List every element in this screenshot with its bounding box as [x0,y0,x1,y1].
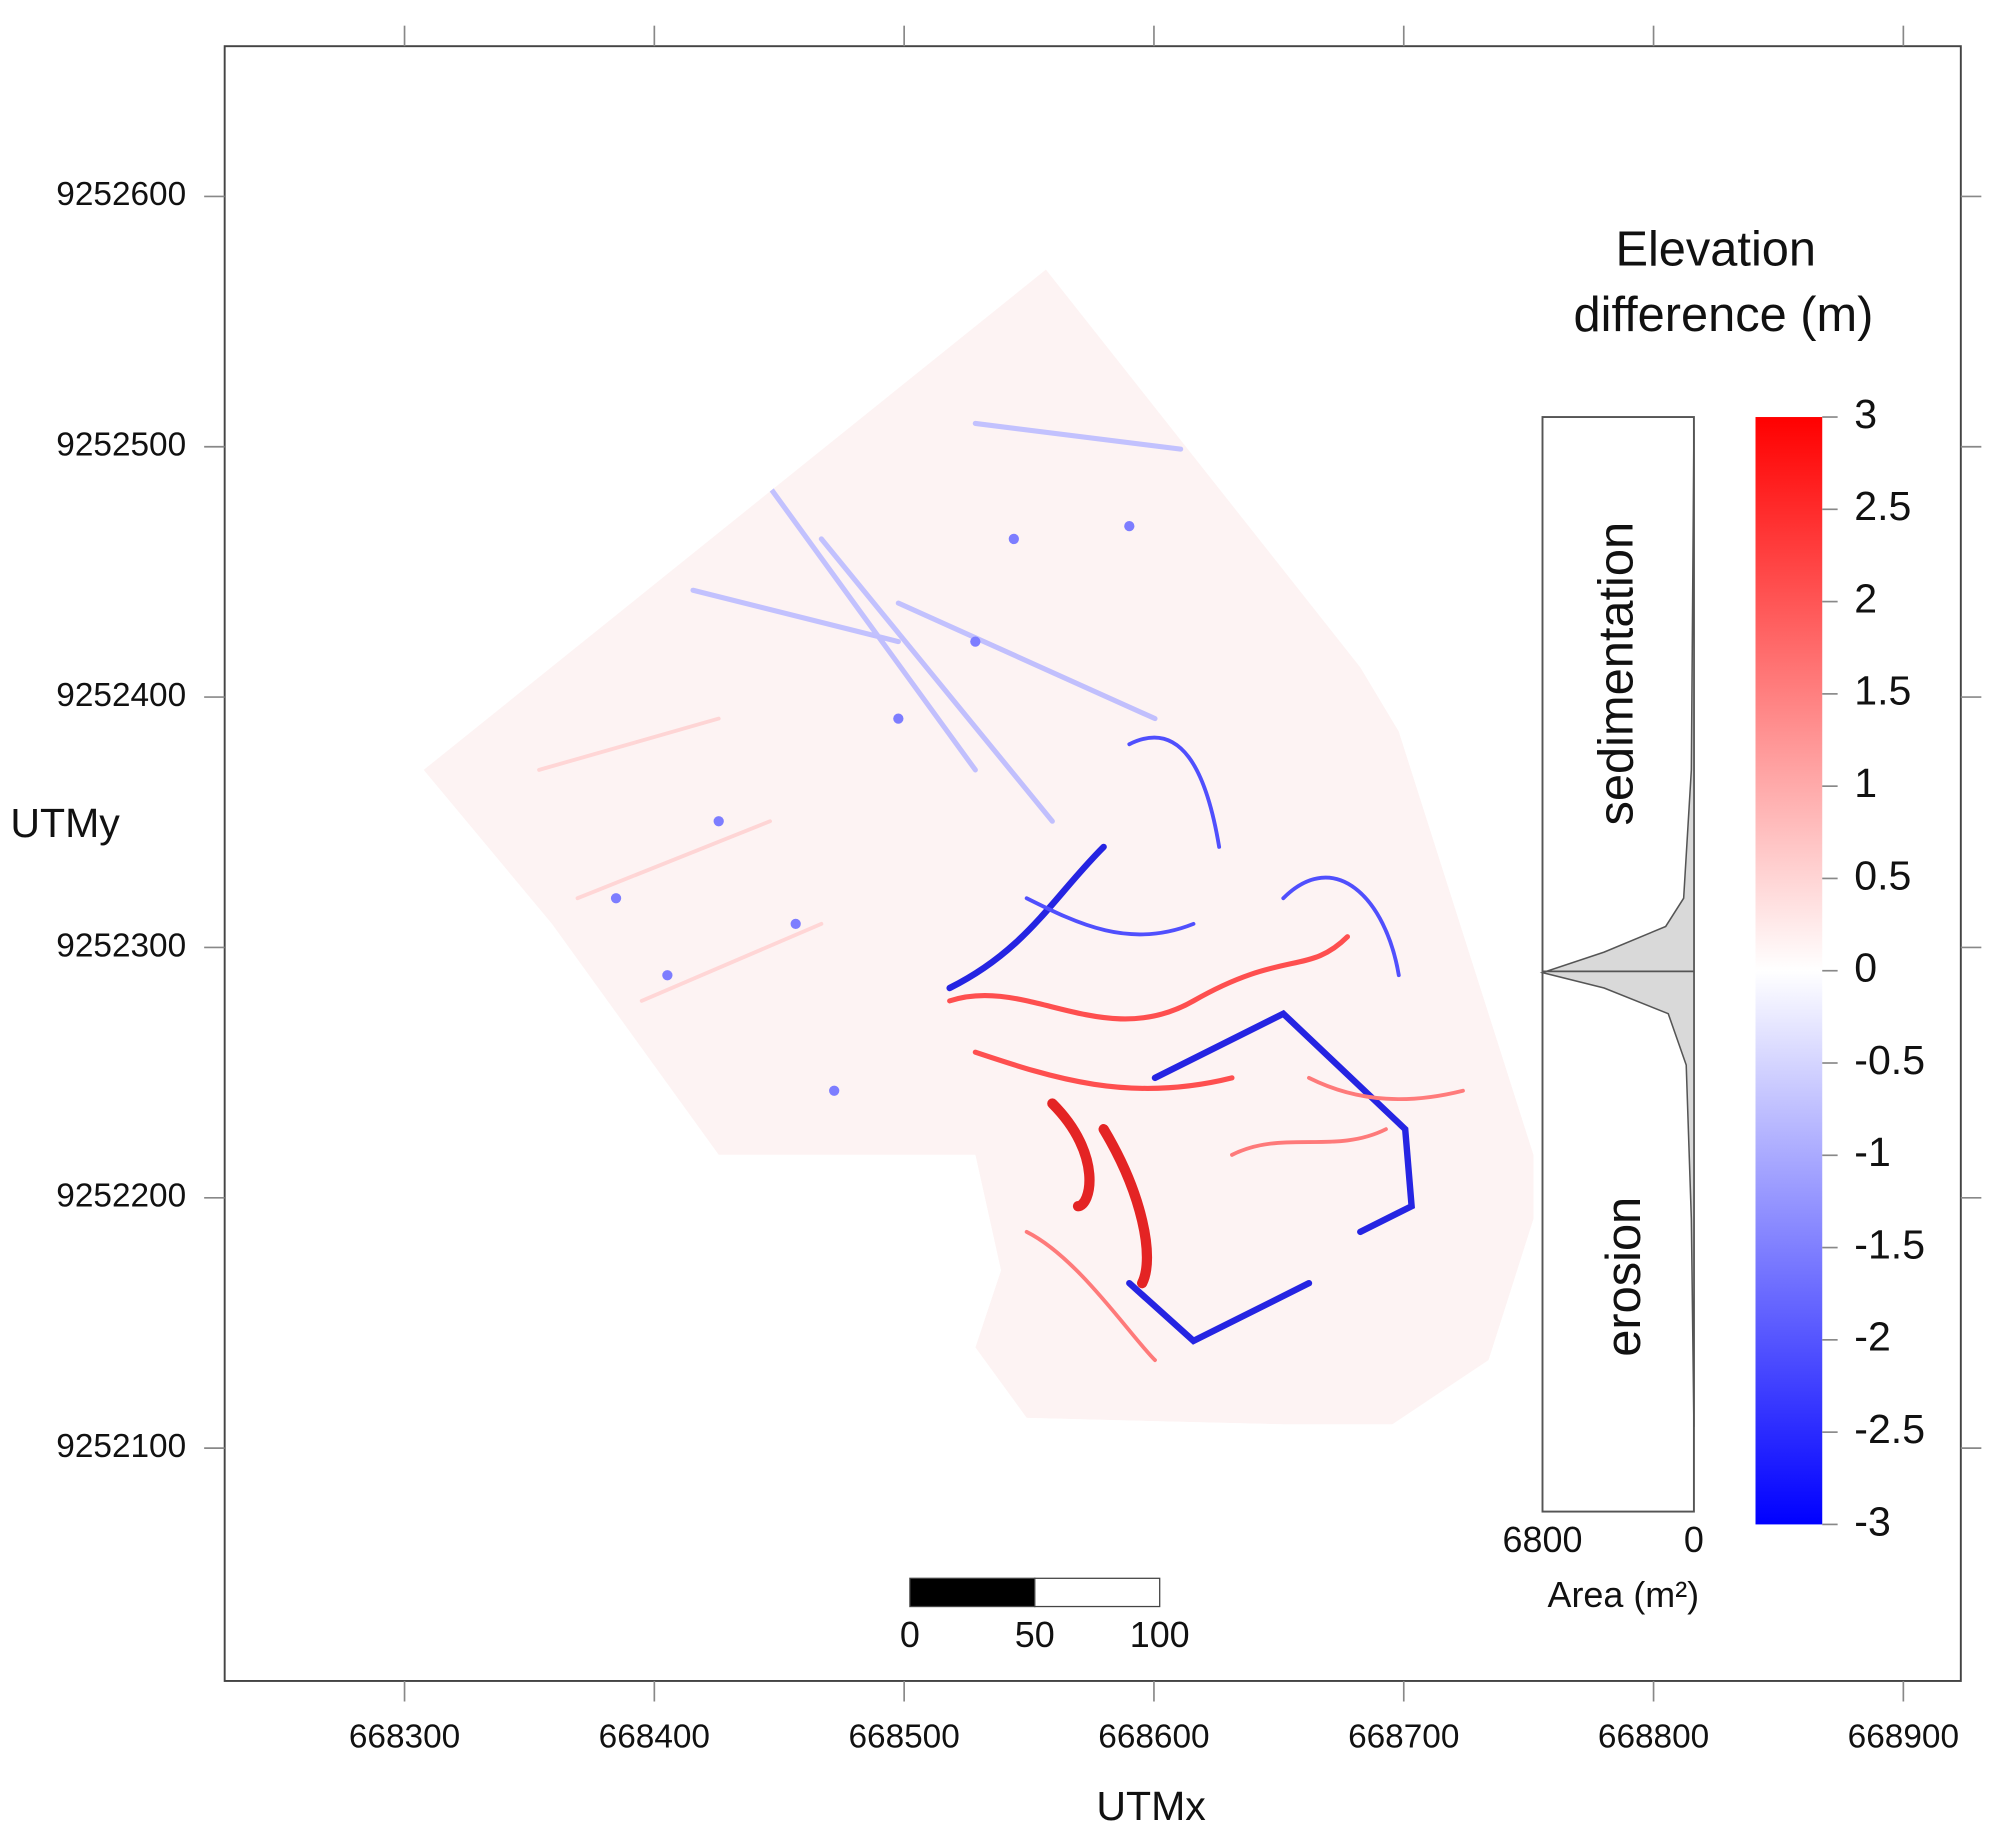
histogram-tick-label: 0 [1684,1519,1704,1560]
x-axis-label: UTMx [1096,1783,1206,1829]
colorbar-tick-label: 2 [1854,575,1877,621]
scalebar-segment [909,1577,1036,1608]
scalebar-label: 0 [900,1614,920,1655]
histogram-shape [1539,429,1695,1427]
x-tick-label: 668300 [349,1719,460,1756]
dem-difference-raster [423,269,1534,1425]
y-tick-label: 9252200 [56,1178,186,1215]
colorbar-tick-label: -0.5 [1854,1037,1925,1083]
colorbar-tick-label: 3 [1854,391,1877,437]
y-tick-label: 9252300 [56,927,186,964]
x-tick-label: 668900 [1848,1719,1959,1756]
y-tick-label: 9252100 [56,1428,186,1465]
scalebar-label: 50 [1015,1614,1055,1655]
x-tick-label: 668600 [1098,1719,1209,1756]
histogram-tick-label: 6800 [1503,1519,1583,1560]
x-tick-label: 668700 [1348,1719,1459,1756]
y-tick-label: 9252600 [56,176,186,213]
colorbar-title: Elevation [1615,223,1816,277]
erosion-label: erosion [1597,1197,1651,1357]
colorbar [1755,417,1823,1525]
colorbar-title: difference (m) [1574,288,1874,342]
colorbar-tick-label: 0 [1854,945,1877,991]
colorbar-tick-label: -1.5 [1854,1221,1925,1267]
colorbar-tick-label: 2.5 [1854,483,1911,529]
colorbar-tick-label: -3 [1854,1498,1891,1544]
colorbar-tick-label: 1 [1854,760,1877,806]
x-tick-label: 668800 [1598,1719,1709,1756]
histogram-x-label: Area (m²) [1548,1574,1700,1615]
colorbar-tick-label: -1 [1854,1129,1891,1175]
x-tick-label: 668500 [848,1719,959,1756]
scalebar-segment [1034,1577,1161,1608]
scalebar-label: 100 [1130,1614,1190,1655]
y-axis-label: UTMy [10,800,120,846]
colorbar-tick-label: 0.5 [1854,852,1911,898]
colorbar-tick-label: -2.5 [1854,1406,1925,1452]
y-tick-label: 9252400 [56,677,186,714]
sedimentation-label: sedimentation [1589,522,1643,826]
y-tick-label: 9252500 [56,427,186,464]
colorbar-tick-label: -2 [1854,1314,1891,1360]
colorbar-tick-label: 1.5 [1854,668,1911,714]
x-tick-label: 668400 [599,1719,710,1756]
